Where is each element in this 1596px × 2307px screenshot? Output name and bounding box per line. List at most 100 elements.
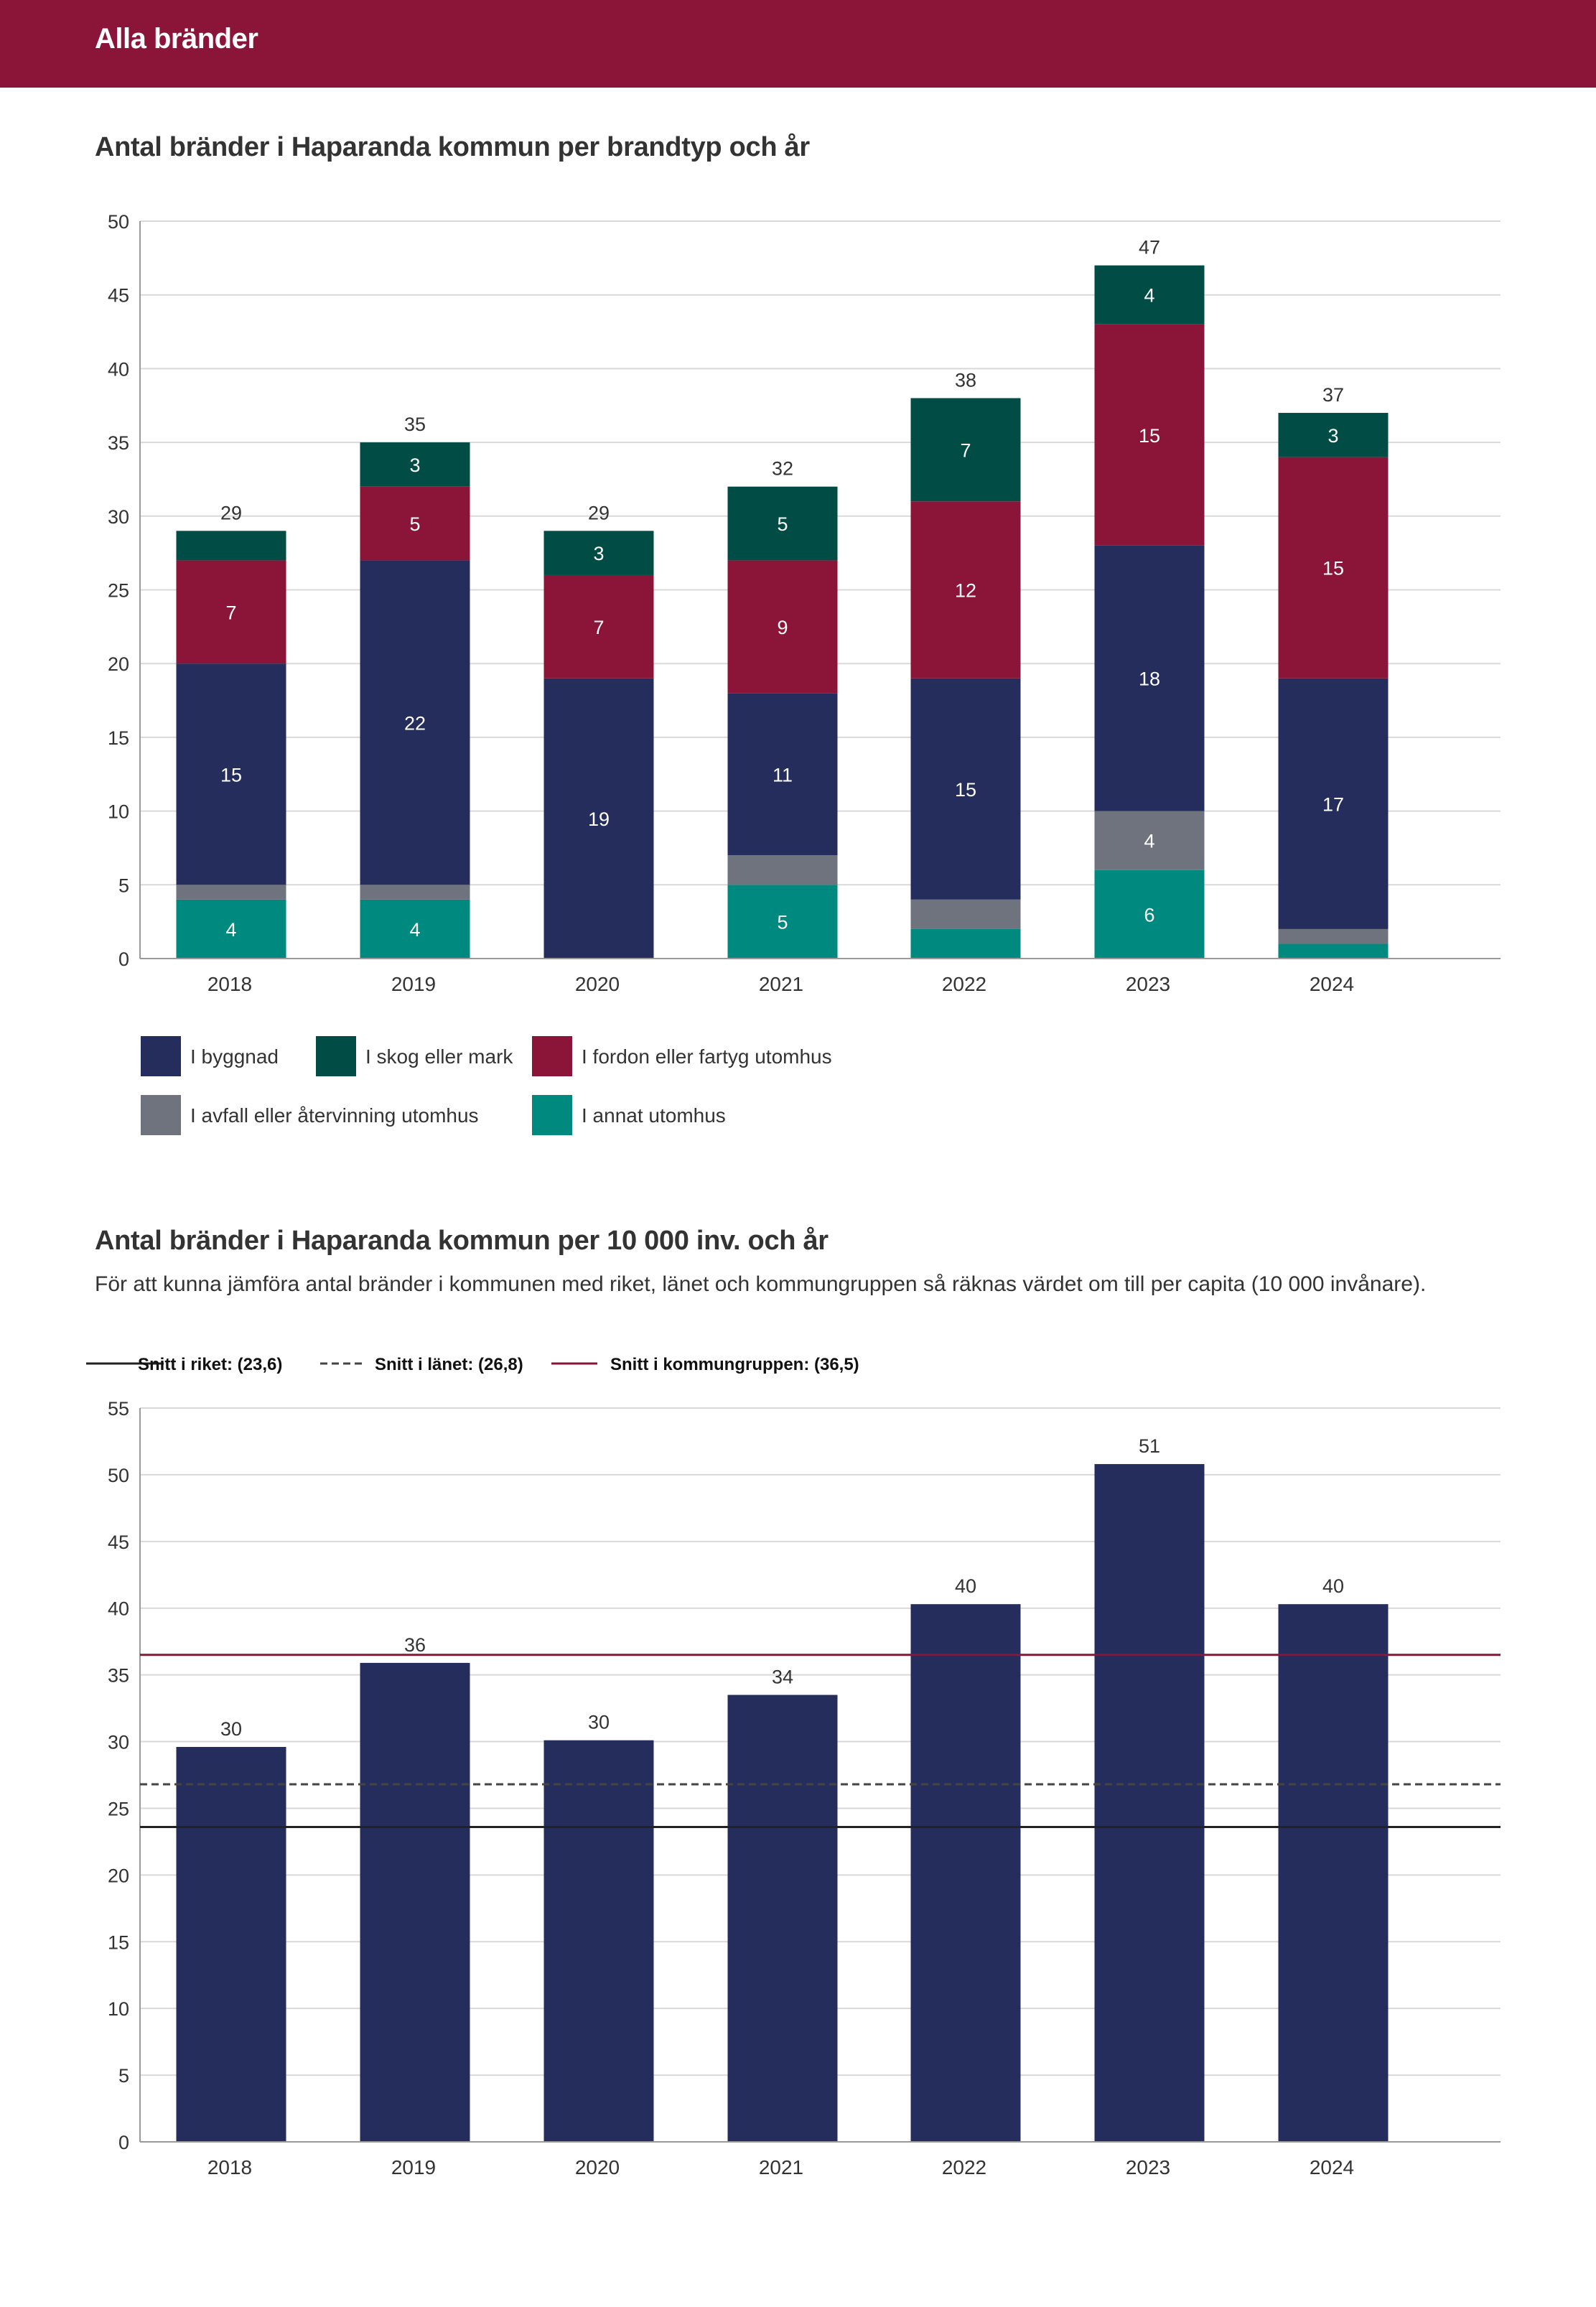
bar-avfall-2022: [910, 899, 1021, 929]
y-tick-label: 20: [108, 653, 129, 675]
bar-fordon-2022: [910, 501, 1021, 679]
y-tick-label: 25: [108, 1798, 129, 1819]
bar-skog-2022: [910, 398, 1021, 502]
bar-2022: [910, 1604, 1021, 2142]
bar-2021: [727, 1695, 838, 2142]
x-tick-label: 2024: [1310, 2156, 1354, 2178]
bar-value-label: 19: [588, 808, 610, 830]
legend-swatch-skog: [316, 1036, 356, 1076]
chart2-svg: Snitt i riket: (23,6) Snitt i länet: (26,…: [86, 1355, 1501, 2178]
bar-annat-2021: [727, 885, 838, 959]
bar-annat-2023: [1094, 870, 1205, 959]
bar-value-label: 30: [220, 1718, 242, 1740]
y-tick-label: 5: [118, 2065, 129, 2087]
bar-value-label: 15: [220, 764, 242, 786]
legend-swatch-byggnad: [141, 1036, 181, 1076]
bar-fordon-2020: [543, 574, 654, 679]
y-tick-label: 15: [108, 1931, 129, 1953]
bar-fordon-2019: [360, 486, 470, 561]
bar-skog-2024: [1278, 413, 1389, 457]
x-tick-label: 2018: [207, 973, 252, 995]
bar-value-label: 15: [955, 779, 976, 801]
legend-label-riket: Snitt i riket: (23,6): [138, 1355, 282, 1374]
bar-fordon-2023: [1094, 324, 1205, 546]
bar-fordon-2024: [1278, 457, 1389, 679]
header-title: Alla bränder: [95, 23, 258, 55]
bar-byggnad-2023: [1094, 545, 1205, 811]
x-tick-label: 2022: [942, 2156, 986, 2178]
bar-value-label: 40: [955, 1575, 976, 1597]
bar-byggnad-2022: [910, 678, 1021, 900]
bar-avfall-2023: [1094, 811, 1205, 870]
bar-byggnad-2021: [727, 693, 838, 856]
bar-value-label: 11: [773, 764, 793, 786]
bar-value-label: 51: [1139, 1435, 1160, 1457]
bar-value-label: 5: [777, 513, 788, 535]
legend-swatch-annat: [532, 1095, 572, 1135]
legend-label-kommungruppen: Snitt i kommungruppen: (36,5): [610, 1355, 859, 1374]
y-tick-label: 35: [108, 1665, 129, 1687]
y-tick-label: 40: [108, 358, 129, 380]
bar-value-label: 7: [960, 439, 971, 461]
bar-byggnad-2020: [543, 678, 654, 959]
y-tick-label: 10: [108, 801, 129, 823]
y-tick-label: 35: [108, 432, 129, 454]
bar-value-label: 18: [1139, 668, 1160, 690]
y-tick-label: 25: [108, 580, 129, 602]
bar-annat-2024: [1278, 943, 1389, 959]
bar-total-label: 38: [955, 369, 976, 391]
bar-value-label: 22: [404, 712, 426, 734]
x-tick-label: 2024: [1310, 973, 1354, 995]
bar-annat-2018: [176, 899, 286, 959]
x-tick-label: 2018: [207, 2156, 252, 2178]
bar-value-label: 17: [1322, 793, 1344, 815]
bar-value-label: 5: [409, 513, 420, 535]
x-tick-label: 2021: [759, 2156, 803, 2178]
bar-value-label: 7: [225, 602, 236, 623]
x-tick-label: 2020: [575, 973, 620, 995]
bar-fordon-2018: [176, 560, 286, 664]
legend-label-skog: I skog eller mark: [365, 1045, 513, 1068]
bar-total-label: 47: [1139, 237, 1160, 258]
y-tick-label: 30: [108, 506, 129, 528]
legend-label-annat: I annat utomhus: [582, 1104, 726, 1127]
bar-skog-2018: [176, 531, 286, 561]
bar-total-label: 32: [772, 458, 793, 480]
y-tick-label: 30: [108, 1732, 129, 1753]
bar-avfall-2018: [176, 885, 286, 900]
bar-value-label: 5: [777, 912, 788, 933]
bar-value-label: 3: [409, 455, 420, 476]
bar-value-label: 4: [1144, 285, 1154, 307]
x-tick-label: 2019: [391, 2156, 436, 2178]
y-tick-label: 15: [108, 727, 129, 749]
bar-skog-2023: [1094, 265, 1205, 325]
y-tick-label: 10: [108, 1998, 129, 2020]
bar-value-label: 6: [1144, 904, 1154, 926]
bar-avfall-2021: [727, 855, 838, 885]
bar-total-label: 35: [404, 414, 426, 435]
y-tick-label: 45: [108, 1532, 129, 1553]
bar-total-label: 29: [588, 502, 610, 523]
bar-value-label: 30: [588, 1712, 610, 1733]
bar-byggnad-2019: [360, 560, 470, 885]
bar-value-label: 3: [1327, 425, 1338, 447]
legend-label-byggnad: I byggnad: [190, 1045, 279, 1068]
legend-label-fordon: I fordon eller fartyg utomhus: [582, 1045, 832, 1068]
chart2-title: Antal bränder i Haparanda kommun per 10 …: [95, 1226, 829, 1256]
y-tick-label: 50: [108, 1465, 129, 1486]
legend-label-avfall: I avfall eller återvinning utomhus: [190, 1104, 479, 1127]
bar-2024: [1278, 1604, 1389, 2142]
bar-value-label: 36: [404, 1634, 426, 1656]
bar-value-label: 4: [225, 919, 236, 941]
page-header: Alla bränder: [0, 0, 1596, 88]
legend-label-lanet: Snitt i länet: (26,8): [375, 1355, 523, 1374]
y-tick-label: 5: [118, 875, 129, 896]
bar-value-label: 9: [777, 617, 788, 638]
bar-annat-2022: [910, 928, 1021, 959]
legend-swatch-avfall: [141, 1095, 181, 1135]
chart2-subtitle: För att kunna jämföra antal bränder i ko…: [95, 1272, 1427, 1296]
y-tick-label: 55: [108, 1398, 129, 1420]
x-tick-label: 2021: [759, 973, 803, 995]
bar-value-label: 3: [593, 543, 604, 564]
bar-value-label: 15: [1322, 558, 1344, 579]
